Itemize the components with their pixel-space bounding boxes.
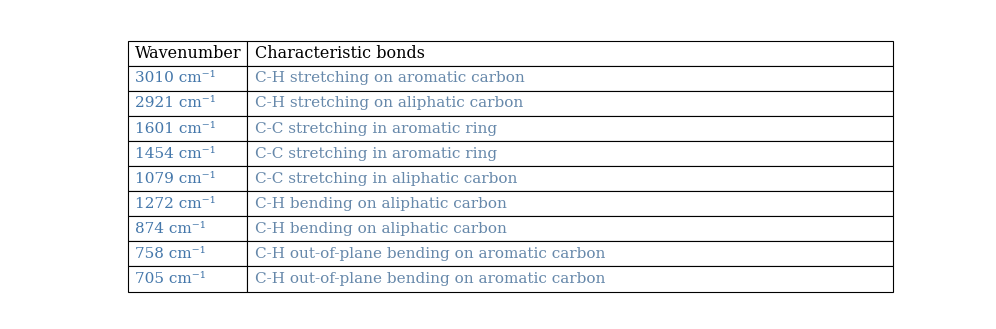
Bar — [128, 41, 247, 66]
Bar — [128, 116, 247, 141]
Text: C-H bending on aliphatic carbon: C-H bending on aliphatic carbon — [255, 197, 506, 211]
Text: C-H out-of-plane bending on aromatic carbon: C-H out-of-plane bending on aromatic car… — [255, 247, 605, 261]
Text: 3010 cm⁻¹: 3010 cm⁻¹ — [134, 71, 215, 85]
Text: C-H out-of-plane bending on aromatic carbon: C-H out-of-plane bending on aromatic car… — [255, 272, 605, 286]
Bar — [247, 41, 892, 66]
Text: 1454 cm⁻¹: 1454 cm⁻¹ — [134, 147, 215, 161]
Bar — [128, 141, 247, 166]
Bar — [247, 91, 892, 116]
Bar — [128, 91, 247, 116]
Text: Wavenumber: Wavenumber — [134, 45, 241, 62]
Bar — [247, 216, 892, 241]
Bar — [128, 216, 247, 241]
Text: 758 cm⁻¹: 758 cm⁻¹ — [134, 247, 205, 261]
Text: C-H stretching on aliphatic carbon: C-H stretching on aliphatic carbon — [255, 96, 523, 111]
Bar — [247, 266, 892, 291]
Text: Characteristic bonds: Characteristic bonds — [255, 45, 424, 62]
Bar — [247, 66, 892, 91]
Bar — [128, 166, 247, 191]
Bar — [128, 66, 247, 91]
Text: 874 cm⁻¹: 874 cm⁻¹ — [134, 222, 205, 236]
Bar — [247, 191, 892, 216]
Bar — [247, 241, 892, 266]
Text: C-C stretching in aromatic ring: C-C stretching in aromatic ring — [255, 121, 497, 136]
Bar — [247, 166, 892, 191]
Text: 1079 cm⁻¹: 1079 cm⁻¹ — [134, 172, 215, 186]
Text: C-C stretching in aliphatic carbon: C-C stretching in aliphatic carbon — [255, 172, 517, 186]
Bar — [128, 241, 247, 266]
Text: C-H bending on aliphatic carbon: C-H bending on aliphatic carbon — [255, 222, 506, 236]
Text: 1272 cm⁻¹: 1272 cm⁻¹ — [134, 197, 215, 211]
Text: C-C stretching in aromatic ring: C-C stretching in aromatic ring — [255, 147, 497, 161]
Bar — [247, 116, 892, 141]
Text: 1601 cm⁻¹: 1601 cm⁻¹ — [134, 121, 215, 136]
Text: C-H stretching on aromatic carbon: C-H stretching on aromatic carbon — [255, 71, 524, 85]
Text: 705 cm⁻¹: 705 cm⁻¹ — [134, 272, 205, 286]
Text: 2921 cm⁻¹: 2921 cm⁻¹ — [134, 96, 215, 111]
Bar — [247, 141, 892, 166]
Bar — [128, 191, 247, 216]
Bar — [128, 266, 247, 291]
